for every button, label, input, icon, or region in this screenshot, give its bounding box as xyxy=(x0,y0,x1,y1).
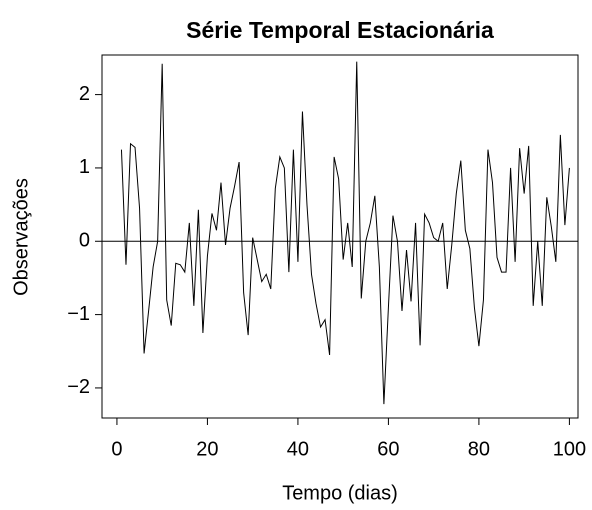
x-tick-label: 80 xyxy=(468,438,490,460)
y-tick-label: 2 xyxy=(79,83,90,105)
y-axis-label: Observações xyxy=(10,178,32,296)
y-tick-label: −1 xyxy=(67,303,90,325)
x-tick-label: 40 xyxy=(287,438,309,460)
y-tick-label: 0 xyxy=(79,230,90,252)
x-tick-label: 100 xyxy=(553,438,586,460)
x-tick-label: 20 xyxy=(196,438,218,460)
x-tick-label: 60 xyxy=(377,438,399,460)
x-axis-label: Tempo (dias) xyxy=(282,482,398,504)
y-tick-label: −2 xyxy=(67,376,90,398)
plot-box xyxy=(101,54,579,419)
series-line xyxy=(120,61,570,405)
y-tick-label: 1 xyxy=(79,156,90,178)
chart-title: Série Temporal Estacionária xyxy=(186,17,494,43)
x-tick-label: 0 xyxy=(111,438,122,460)
